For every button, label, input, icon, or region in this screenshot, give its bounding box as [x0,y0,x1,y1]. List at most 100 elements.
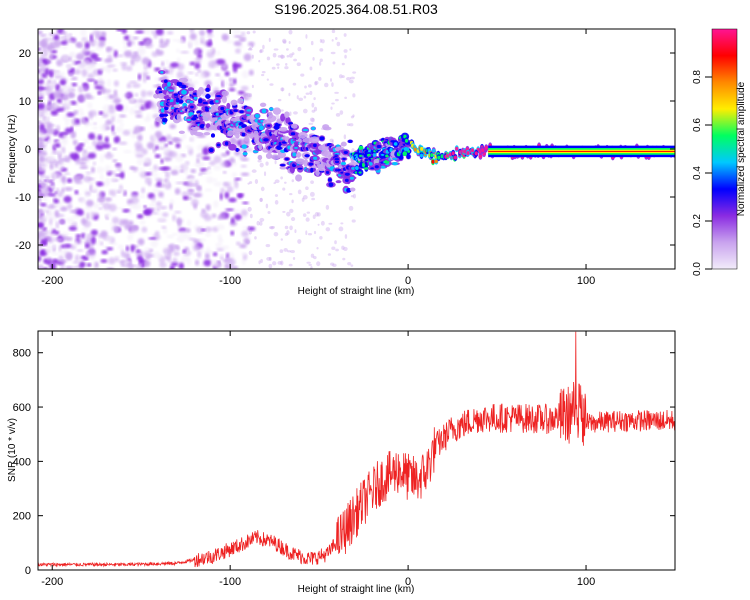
spectrogram-noise-blob [73,175,82,183]
spectrogram-noise-blob [152,146,156,154]
spectrogram-noise-blob [165,179,170,188]
spectrogram-noise-blob [57,190,64,198]
spectrogram-noise-blob [99,68,103,74]
spectrogram-noise-blob [165,171,170,179]
spectrogram-faint-point [290,249,295,254]
spectrogram-noise-blob [226,185,234,193]
spectrogram-noise-blob [139,258,143,264]
spectrogram-faint-point [309,117,315,122]
spectrogram-faint-point [343,246,348,251]
spectrogram-noise-blob [231,60,238,64]
spectrogram-noise-blob [168,141,173,145]
spectrogram-noise-blob [186,219,192,227]
spectrogram-noise-blob [164,70,170,74]
spectrogram-noise-blob [108,189,113,196]
spectrogram-noise-blob [64,90,69,94]
spectrogram-ridge-core [419,153,424,158]
spectrogram-noise-blob [83,212,87,219]
spectrogram-faint-point [346,123,351,127]
spectrogram-ridge-halo [237,97,244,104]
spectrogram-noise-blob [42,195,48,202]
spectrogram-noise-blob [149,167,154,173]
spectrogram-noise-blob [46,178,50,184]
spectrogram-noise-blob [160,158,164,164]
spectrogram-faint-point [300,73,305,77]
spectrogram-ridge-halo [187,87,195,92]
spectrogram-noise-blob [194,259,200,266]
spectrogram-noise-blob [54,191,58,194]
spectrogram-faint-point [349,123,354,127]
spectrogram-noise-blob [59,79,67,86]
spectrogram-faint-point [311,109,316,113]
spectrogram-noise-blob [75,53,85,61]
spectrogram-noise-blob [196,226,205,234]
colorbar-tick-label: 0.4 [692,166,703,180]
spectrogram-faint-point [260,258,263,264]
spectrogram-noise-blob [121,190,126,195]
spectrogram-noise-blob [193,39,200,46]
spectrogram-noise-blob [182,195,188,201]
spectrogram-ridge-halo [295,153,301,158]
spectrogram-ridge-core [173,93,179,96]
spectrogram-noise-blob [85,146,94,150]
spectrogram-noise-blob [164,59,170,65]
spectrogram-noise-blob [154,67,161,72]
spectrogram-faint-point [280,54,284,59]
spectrogram-noise-blob [66,155,71,163]
spectrogram-noise-blob [157,212,162,216]
spectrogram-noise-blob [41,187,49,196]
spectrogram-noise-blob [48,179,54,183]
spectrogram-noise-blob [162,227,168,234]
spectrogram-ridge-core [376,144,382,149]
spectrogram-noise-blob [38,67,47,73]
spectrogram-faint-point [305,186,309,191]
spectrogram-faint-point [302,195,308,200]
spectrogram-faint-point [335,248,339,252]
spectrogram-faint-point [286,48,289,51]
spectrogram-faint-point [259,221,263,226]
spectrogram-noise-blob [45,210,49,213]
spectrogram-noise-blob [189,33,197,41]
spectrogram-faint-point [268,37,271,43]
spectrogram-faint-point [341,245,345,250]
spectrogram-noise-blob [84,243,90,249]
spectrogram-noise-blob [194,62,201,70]
spectrogram-noise-blob [82,175,92,183]
spectrogram-faint-point [276,63,280,66]
snr-series-line [38,331,675,568]
spectrogram-ridge-core [178,99,184,104]
spectrogram-noise-blob [111,189,117,197]
spectrogram-faint-point [308,122,314,125]
spectrogram-noise-blob [98,207,103,210]
spectrogram-faint-point [251,44,254,49]
spectrogram-noise-blob [101,250,108,255]
spectrogram-ridge-halo [259,102,267,107]
spectrogram-noise-blob [160,140,166,149]
spectrogram-ridge-halo [205,112,211,118]
spectrogram-faint-point [247,206,252,212]
spectrogram-noise-blob [166,234,175,239]
spectrogram-noise-blob [86,263,92,267]
spectrogram-noise-blob [240,172,250,177]
spectrogram-faint-point [280,87,285,92]
spectrogram-noise-blob [99,31,106,36]
spectrogram-noise-blob [38,102,45,110]
spectrogram-ridge-core [241,124,247,128]
spectrogram-faint-point [305,217,310,222]
spectrogram-noise-blob [134,93,139,97]
spectrogram-noise-blob [116,164,122,171]
spectrogram-noise-blob [124,263,134,268]
spectrogram-ridge-core [344,178,349,182]
spectrogram-noise-blob [79,261,86,268]
spectrogram-noise-blob [49,41,55,50]
spectrogram-noise-blob [181,132,187,140]
spectrogram-noise-blob [240,209,248,216]
spectrogram-noise-blob [38,166,47,172]
spectrogram-faint-point [314,212,319,217]
spectrogram-noise-blob [154,230,160,236]
spectrogram-ridge-core [292,152,297,157]
spectrogram-noise-blob [38,255,42,262]
spectrogram-ridge-core [220,106,225,111]
spectrogram-faint-point [273,48,279,51]
spectrogram-noise-blob [237,193,243,199]
